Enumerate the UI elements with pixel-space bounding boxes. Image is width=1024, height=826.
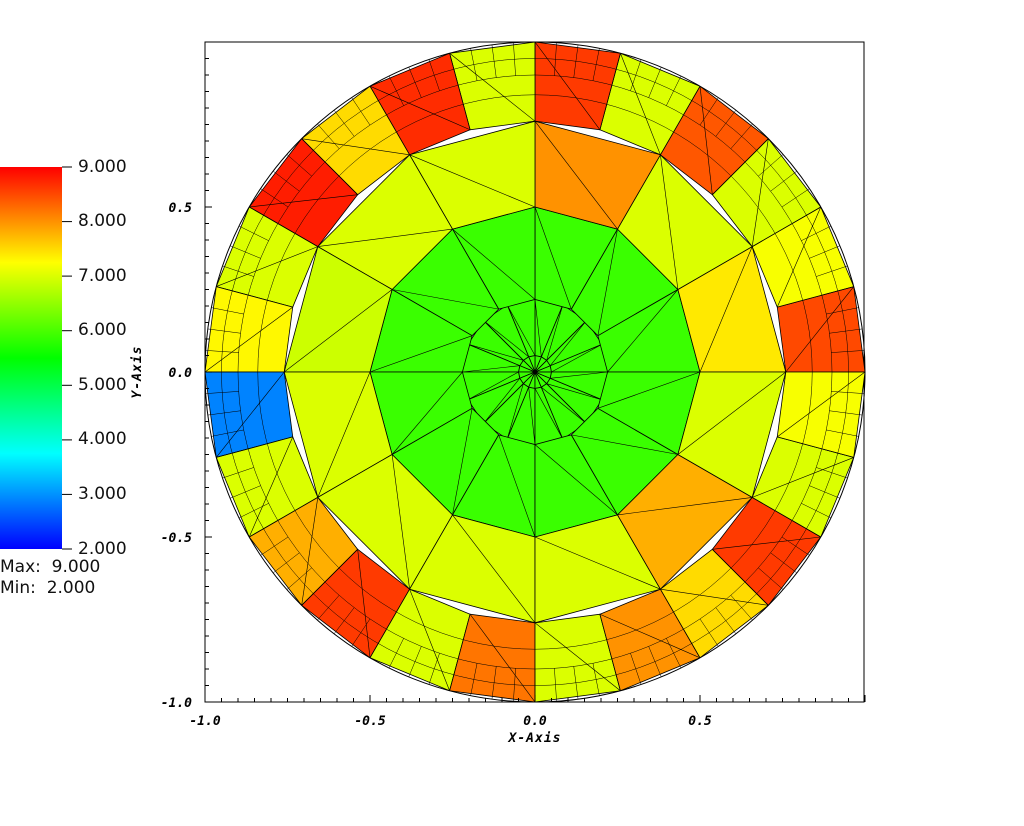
- colorbar-label-5: 5.000: [78, 375, 127, 395]
- mesh-edge: [534, 299, 542, 357]
- mesh-edge: [528, 387, 536, 445]
- mesh-edge: [751, 138, 769, 247]
- mesh-edge: [534, 206, 572, 310]
- mesh-edge: [357, 549, 371, 658]
- colorbar-gradient: [0, 167, 62, 549]
- mesh-edge: [546, 304, 564, 361]
- mesh-edge: [777, 371, 865, 438]
- max-value-label: Max: 9.000: [0, 557, 101, 577]
- colorbar-legend: 9.000 8.000 7.000 6.000 5.000 4.000 3.00…: [0, 0, 140, 620]
- colorbar-label-8: 8.000: [78, 211, 127, 231]
- mesh-edge: [391, 371, 463, 455]
- mesh-edge: [483, 320, 529, 357]
- mesh-edge: [534, 622, 621, 691]
- colorbar-label-2: 2.000: [78, 539, 127, 559]
- mesh-edge: [550, 371, 608, 379]
- y-tick-label: -1.0: [161, 696, 192, 711]
- y-axis-title: Y-Axis: [130, 346, 145, 399]
- mesh-edge: [452, 514, 536, 623]
- mesh-edge: [237, 74, 833, 670]
- x-tick-label: -1.0: [189, 714, 220, 729]
- mesh-edge: [467, 371, 519, 401]
- mesh-edge: [506, 383, 524, 440]
- mesh-edge: [221, 58, 849, 686]
- min-value-label: Min: 2.000: [0, 578, 96, 598]
- mesh-edge: [599, 613, 701, 659]
- mesh-edge: [607, 289, 679, 373]
- mesh-edge: [571, 434, 678, 455]
- mesh-edge: [699, 246, 753, 373]
- mesh-edge: [249, 194, 358, 208]
- x-tick-label: 0.5: [688, 714, 712, 729]
- mesh-edge: [660, 588, 769, 606]
- mesh-edge: [498, 434, 536, 538]
- mesh-edge: [597, 371, 701, 409]
- mesh-edge: [369, 335, 473, 373]
- mesh-edge: [785, 286, 854, 373]
- mesh-edge: [712, 536, 821, 550]
- colorbar-label-4: 4.000: [78, 429, 127, 449]
- mesh-edge: [469, 614, 536, 702]
- mesh-edge: [617, 497, 753, 516]
- mesh-edge: [317, 371, 371, 498]
- y-tick-label: -0.5: [161, 531, 192, 546]
- mesh-edge: [409, 589, 450, 691]
- mesh-edge: [776, 206, 822, 308]
- mesh-edge: [534, 42, 601, 130]
- mesh-edge: [660, 154, 679, 290]
- mesh-edge: [392, 289, 499, 310]
- mesh-edge: [216, 246, 318, 287]
- mesh-edge: [534, 536, 661, 590]
- colorbar-label-3: 3.000: [78, 484, 127, 504]
- mesh-edge: [205, 306, 293, 373]
- mesh-edge: [483, 378, 520, 424]
- y-tick-label: 0.5: [169, 201, 193, 216]
- axes: -1.0 -0.5 0.0 0.5 -1.0 -0.5 0.0 0.5: [161, 41, 866, 729]
- mesh-edge: [409, 154, 536, 208]
- mesh-edge: [301, 138, 410, 156]
- mesh-edge: [550, 320, 587, 366]
- mesh-edge: [546, 383, 603, 401]
- mesh-edge: [541, 387, 587, 424]
- mesh-edge: [534, 388, 564, 440]
- mesh-edge: [699, 86, 713, 195]
- x-axis-title: X-Axis: [508, 731, 562, 746]
- mesh-edge: [597, 229, 618, 336]
- x-tick-label: -0.5: [354, 714, 385, 729]
- colorbar-label-6: 6.000: [78, 320, 127, 340]
- mesh-edge: [506, 304, 536, 356]
- mesh-edge: [248, 436, 294, 538]
- x-tick-label: 0.0: [523, 714, 547, 729]
- mesh-edge: [452, 228, 536, 300]
- mesh-edge: [452, 408, 473, 515]
- mesh-edge: [301, 497, 319, 606]
- mesh-edge: [620, 53, 661, 155]
- mesh-edge: [467, 343, 524, 361]
- mesh-edge: [391, 454, 410, 590]
- mesh-edge: [534, 444, 618, 516]
- mesh-edge: [284, 289, 393, 373]
- colorbar-label-9: 9.000: [78, 157, 127, 177]
- mesh-edge: [752, 457, 854, 498]
- mesh-edge: [677, 371, 786, 455]
- mesh-edge: [534, 121, 618, 230]
- y-tick-label: 0.0: [169, 366, 193, 381]
- mesh-edge: [449, 53, 536, 122]
- colorbar-label-7: 7.000: [78, 266, 127, 286]
- mesh-cells: [205, 42, 865, 702]
- mesh-edge: [216, 371, 285, 458]
- colorbar-svg: [0, 166, 72, 550]
- mesh-edge: [551, 343, 603, 373]
- mesh-edge: [317, 228, 453, 247]
- mesh-edge: [257, 94, 813, 650]
- mesh-edge: [462, 365, 520, 373]
- mesh-edge: [369, 85, 471, 131]
- colorbar-ticks: [62, 166, 72, 550]
